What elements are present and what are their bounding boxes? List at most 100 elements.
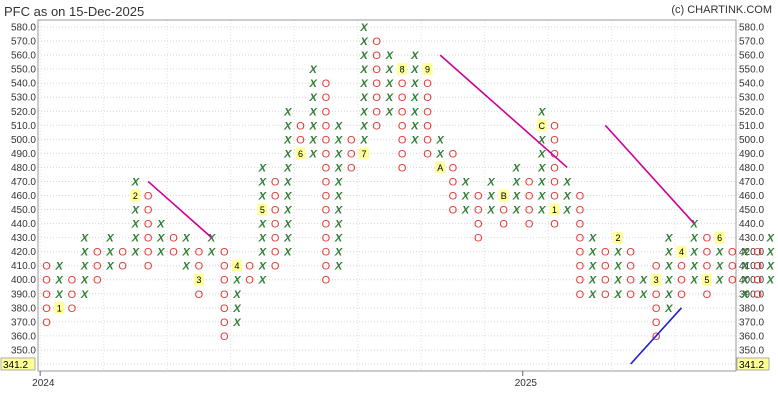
x-box: X — [436, 148, 445, 160]
month-marker: 1 — [552, 205, 557, 215]
o-box: O — [93, 247, 102, 259]
month-marker: 6 — [717, 233, 722, 243]
o-box: O — [195, 247, 204, 259]
x-box: X — [258, 247, 267, 259]
x-box: X — [664, 233, 673, 245]
x-box: X — [309, 92, 318, 104]
x-box: X — [639, 289, 648, 301]
x-box: X — [309, 106, 318, 118]
x-box: X — [207, 233, 216, 245]
y-tick-label-right: 380.0 — [739, 303, 764, 314]
o-box: O — [398, 106, 407, 118]
o-box: O — [220, 261, 229, 273]
last-price-label-right: 341.2 — [739, 360, 764, 371]
x-box: X — [588, 247, 597, 259]
o-box: O — [144, 261, 153, 273]
x-box: X — [588, 261, 597, 273]
x-box: X — [80, 247, 89, 259]
y-tick-label-right: 560.0 — [739, 51, 764, 62]
y-tick-label-right: 490.0 — [739, 149, 764, 160]
y-tick-label-left: 410.0 — [11, 261, 36, 272]
x-box: X — [359, 106, 368, 118]
o-box: O — [601, 289, 610, 301]
x-box: X — [55, 275, 64, 287]
x-box: X — [664, 247, 673, 259]
x-box: X — [283, 162, 292, 174]
y-tick-label-right: 430.0 — [739, 233, 764, 244]
y-tick-label-right: 550.0 — [739, 65, 764, 76]
o-box: O — [576, 275, 585, 287]
x-box: X — [182, 261, 191, 273]
x-box: X — [283, 205, 292, 217]
y-tick-label-left: 470.0 — [11, 177, 36, 188]
month-marker: 8 — [400, 65, 405, 75]
x-box: X — [664, 261, 673, 273]
o-box: O — [550, 134, 559, 146]
month-marker-bg — [359, 147, 369, 160]
x-box: X — [740, 247, 749, 259]
x-box: X — [334, 233, 343, 245]
y-tick-label-right: 540.0 — [739, 79, 764, 90]
x-box: X — [690, 233, 699, 245]
y-tick-label-left: 450.0 — [11, 205, 36, 216]
x-box: X — [80, 233, 89, 245]
x-box: X — [461, 205, 470, 217]
x-box: X — [664, 289, 673, 301]
o-box: O — [550, 148, 559, 160]
x-box: X — [359, 50, 368, 62]
o-box: O — [372, 64, 381, 76]
o-box: O — [195, 261, 204, 273]
o-box: O — [398, 148, 407, 160]
x-box: X — [283, 247, 292, 259]
o-box: O — [398, 92, 407, 104]
x-box: X — [283, 191, 292, 203]
x-box: X — [309, 78, 318, 90]
x-box: X — [156, 233, 165, 245]
x-box: X — [537, 134, 546, 146]
o-box: O — [42, 303, 51, 315]
x-box: X — [563, 205, 572, 217]
last-price-label-left: 341.2 — [3, 360, 28, 371]
o-box: O — [449, 191, 458, 203]
x-box: X — [740, 275, 749, 287]
x-box: X — [613, 289, 622, 301]
y-tick-label-left: 530.0 — [11, 93, 36, 104]
x-box: X — [512, 191, 521, 203]
y-tick-label-right: 570.0 — [739, 37, 764, 48]
x-box: X — [131, 205, 140, 217]
month-marker-bg — [701, 273, 712, 286]
x-box: X — [385, 50, 394, 62]
month-marker: 1 — [57, 303, 62, 313]
month-marker: 3 — [654, 275, 659, 285]
y-tick-label-right: 520.0 — [739, 107, 764, 118]
y-tick-label-left: 540.0 — [11, 79, 36, 90]
x-box: X — [690, 275, 699, 287]
last-price-box-left — [0, 357, 36, 371]
y-tick-label-right: 470.0 — [739, 177, 764, 188]
x-box: X — [309, 120, 318, 132]
o-box: O — [576, 191, 585, 203]
o-box: O — [398, 120, 407, 132]
x-box: X — [613, 261, 622, 273]
o-box: O — [728, 275, 737, 287]
y-tick-label-right: 400.0 — [739, 275, 764, 286]
month-marker-bg — [422, 63, 433, 76]
x-box: X — [258, 261, 267, 273]
y-tick-label-right: 420.0 — [739, 247, 764, 258]
o-box: O — [626, 275, 635, 287]
o-box: O — [652, 261, 661, 273]
o-box: O — [626, 247, 635, 259]
o-box: O — [347, 162, 356, 174]
o-box: O — [322, 134, 331, 146]
x-box: X — [715, 247, 724, 259]
y-tick-label-left: 480.0 — [11, 163, 36, 174]
o-box: O — [271, 219, 280, 231]
x-box: X — [639, 275, 648, 287]
o-box: O — [398, 78, 407, 90]
x-box: X — [359, 22, 368, 34]
x-box: X — [55, 261, 64, 273]
x-box: X — [232, 289, 241, 301]
x-box: X — [131, 233, 140, 245]
y-tick-label-left: 420.0 — [11, 247, 36, 258]
o-box: O — [322, 176, 331, 188]
